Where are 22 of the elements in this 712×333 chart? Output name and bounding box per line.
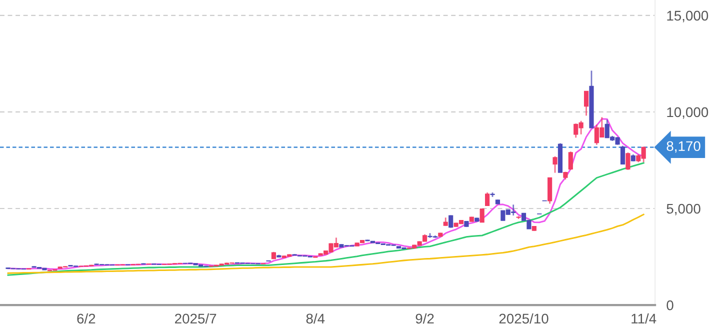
x-tick-label: 11/4: [632, 313, 656, 324]
line-series: [7, 162, 644, 276]
candlestick: [480, 208, 484, 223]
candlestick: [620, 145, 626, 166]
x-tick-label: 6/2: [77, 313, 96, 324]
y-tick-label: 5,000: [666, 204, 700, 216]
x-tick-label: 2025/10: [499, 313, 548, 324]
x-tick-label: 8/4: [306, 313, 325, 324]
candlestick: [485, 192, 490, 206]
y-tick-label: 15,000: [667, 10, 708, 22]
x-tick-label: 9/2: [416, 313, 434, 324]
ref-line-label: 8,170: [666, 141, 700, 153]
line-series: [7, 214, 644, 274]
candlestick: [584, 90, 589, 116]
candlestick: [448, 214, 454, 228]
candlestick: [548, 176, 552, 204]
y-tick-label: 0: [666, 300, 674, 310]
candlestick: [626, 152, 630, 171]
candlestick: [568, 150, 573, 171]
x-tick-label: 2025/7: [175, 313, 216, 324]
y-tick-label: 10,000: [667, 107, 708, 119]
candlestick: [552, 156, 558, 174]
